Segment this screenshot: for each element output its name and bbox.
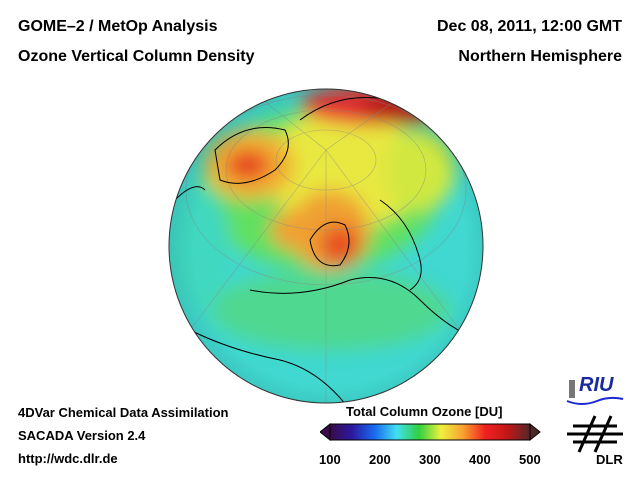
dlr-logo-icon	[567, 415, 623, 453]
colorbar-min-arrow	[320, 422, 331, 442]
region-label: Northern Hemisphere	[458, 48, 622, 65]
title-line2: Ozone Vertical Column Density	[18, 48, 255, 65]
footer-line1: 4DVar Chemical Data Assimilation	[18, 405, 229, 420]
date-label: Dec 08, 2011, 12:00 GMT	[437, 18, 622, 35]
title-line1: GOME–2 / MetOp Analysis	[18, 18, 218, 35]
colorbar-title: Total Column Ozone [DU]	[346, 404, 503, 419]
colorbar-tick: 300	[419, 452, 441, 467]
colorbar-max-arrow	[529, 422, 541, 442]
colorbar-tick: 400	[469, 452, 491, 467]
riu-tower-icon	[569, 380, 575, 398]
colorbar-tick: 500	[519, 452, 541, 467]
ozone-globe-map	[168, 88, 484, 404]
footer-url[interactable]: http://wdc.dlr.de	[18, 451, 118, 466]
colorbar-gradient	[329, 423, 531, 441]
riu-logo-text: RIU	[579, 374, 614, 396]
colorbar-tick: 200	[369, 452, 391, 467]
footer-line2: SACADA Version 2.4	[18, 428, 146, 443]
colorbar-tick: 100	[319, 452, 341, 467]
dlr-logo-text: DLR	[596, 452, 623, 467]
riu-logo: RIU	[565, 372, 625, 407]
colorbar	[320, 422, 541, 442]
